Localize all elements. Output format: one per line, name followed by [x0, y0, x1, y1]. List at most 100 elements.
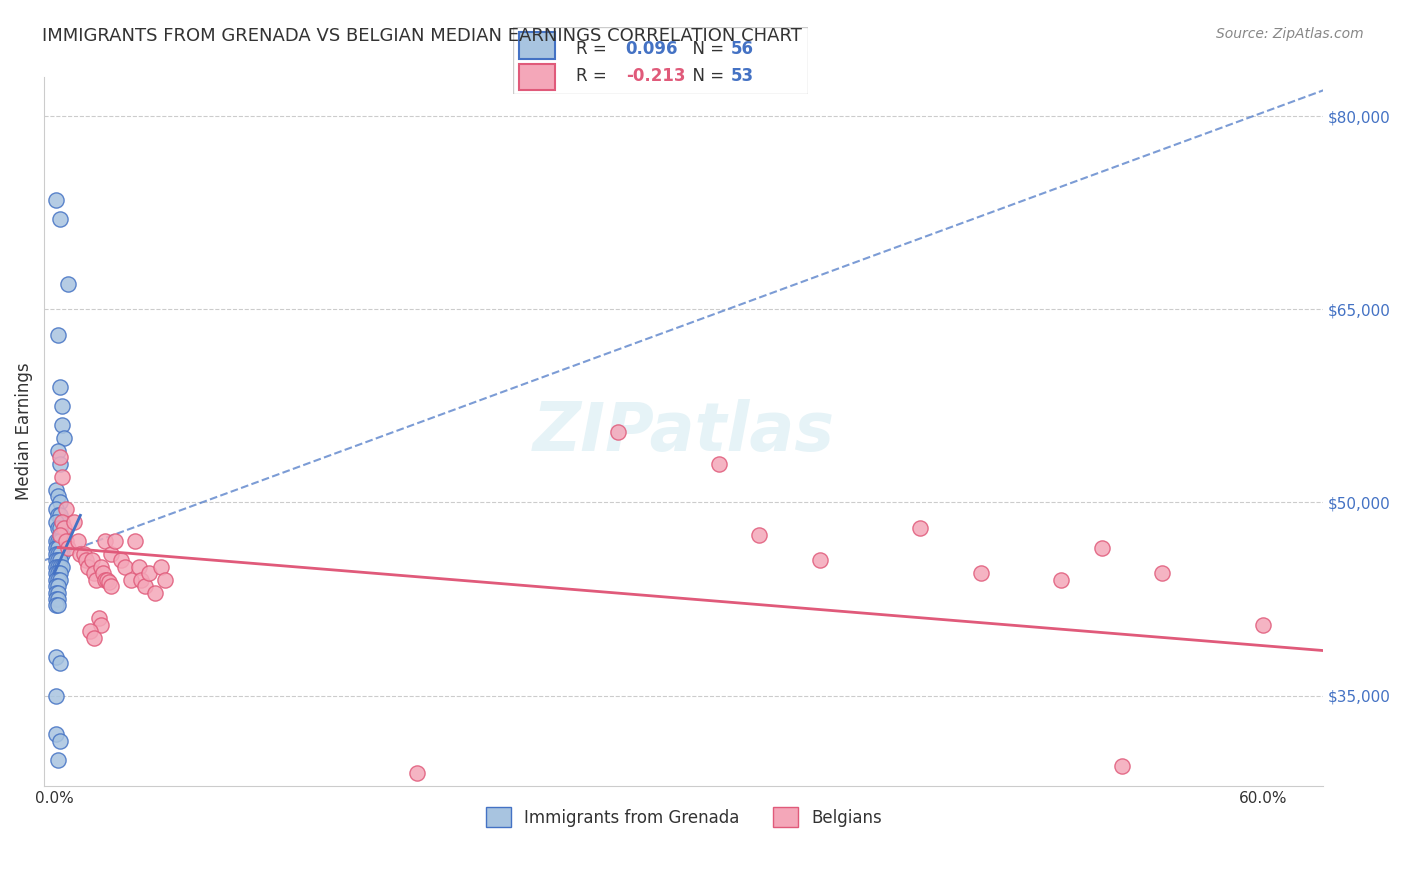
Immigrants from Grenada	[49, 573, 72, 587]
Immigrants from Grenada	[46, 585, 69, 599]
Immigrants from Grenada	[45, 515, 67, 529]
Belgians	[100, 547, 122, 561]
Belgians	[1050, 573, 1073, 587]
Belgians	[55, 534, 77, 549]
Belgians	[748, 527, 770, 541]
Immigrants from Grenada	[51, 547, 73, 561]
Legend: Immigrants from Grenada, Belgians: Immigrants from Grenada, Belgians	[479, 800, 889, 834]
Immigrants from Grenada	[45, 502, 67, 516]
Belgians	[63, 515, 86, 529]
Immigrants from Grenada	[51, 418, 73, 433]
Text: R =: R =	[576, 67, 613, 85]
Immigrants from Grenada	[53, 431, 76, 445]
Belgians	[1111, 759, 1133, 773]
Text: ZIPatlas: ZIPatlas	[533, 399, 835, 465]
Immigrants from Grenada	[49, 534, 72, 549]
Text: N =: N =	[682, 40, 730, 58]
Text: R =: R =	[576, 40, 613, 58]
Belgians	[77, 559, 100, 574]
Belgians	[83, 566, 105, 581]
Belgians	[91, 566, 114, 581]
Immigrants from Grenada	[45, 534, 67, 549]
Immigrants from Grenada	[49, 657, 72, 671]
Immigrants from Grenada	[49, 379, 72, 393]
Text: Source: ZipAtlas.com: Source: ZipAtlas.com	[1216, 27, 1364, 41]
Immigrants from Grenada	[45, 585, 67, 599]
Immigrants from Grenada	[51, 399, 73, 413]
Belgians	[79, 624, 101, 639]
Immigrants from Grenada	[45, 650, 67, 665]
Belgians	[143, 585, 166, 599]
Immigrants from Grenada	[46, 534, 69, 549]
Belgians	[1251, 617, 1274, 632]
Belgians	[96, 573, 118, 587]
Immigrants from Grenada	[46, 553, 69, 567]
Belgians	[970, 566, 993, 581]
Y-axis label: Median Earnings: Median Earnings	[15, 363, 32, 500]
Immigrants from Grenada	[46, 753, 69, 767]
Belgians	[83, 631, 105, 645]
Belgians	[124, 534, 146, 549]
Immigrants from Grenada	[46, 579, 69, 593]
Immigrants from Grenada	[49, 553, 72, 567]
Immigrants from Grenada	[49, 559, 72, 574]
Belgians	[120, 573, 142, 587]
Belgians	[110, 553, 132, 567]
Belgians	[138, 566, 160, 581]
Immigrants from Grenada	[46, 489, 69, 503]
Immigrants from Grenada	[49, 508, 72, 523]
Immigrants from Grenada	[58, 277, 80, 291]
Belgians	[104, 534, 127, 549]
Immigrants from Grenada	[46, 599, 69, 613]
Immigrants from Grenada	[46, 521, 69, 535]
Immigrants from Grenada	[46, 566, 69, 581]
Belgians	[607, 425, 630, 439]
FancyBboxPatch shape	[519, 32, 554, 59]
Belgians	[134, 579, 156, 593]
Immigrants from Grenada	[49, 457, 72, 471]
Immigrants from Grenada	[46, 592, 69, 607]
FancyBboxPatch shape	[519, 63, 554, 90]
Belgians	[51, 469, 73, 483]
Immigrants from Grenada	[46, 444, 69, 458]
Immigrants from Grenada	[45, 541, 67, 555]
Belgians	[100, 579, 122, 593]
Belgians	[1091, 541, 1114, 555]
Belgians	[153, 573, 176, 587]
Immigrants from Grenada	[49, 733, 72, 747]
Belgians	[93, 534, 115, 549]
Immigrants from Grenada	[45, 193, 67, 207]
Text: N =: N =	[682, 67, 730, 85]
Immigrants from Grenada	[46, 559, 69, 574]
Belgians	[55, 502, 77, 516]
Belgians	[129, 573, 152, 587]
Belgians	[69, 547, 91, 561]
Belgians	[1152, 566, 1174, 581]
Belgians	[89, 617, 111, 632]
Immigrants from Grenada	[45, 727, 67, 741]
Belgians	[707, 457, 730, 471]
Text: 53: 53	[731, 67, 754, 85]
Belgians	[97, 575, 120, 590]
Immigrants from Grenada	[51, 559, 73, 574]
Text: 56: 56	[731, 40, 754, 58]
Immigrants from Grenada	[45, 579, 67, 593]
Immigrants from Grenada	[45, 547, 67, 561]
Immigrants from Grenada	[45, 559, 67, 574]
Belgians	[910, 521, 932, 535]
Belgians	[73, 547, 96, 561]
Immigrants from Grenada	[45, 573, 67, 587]
Immigrants from Grenada	[49, 495, 72, 509]
Belgians	[89, 559, 111, 574]
Text: -0.213: -0.213	[626, 67, 685, 85]
Belgians	[67, 534, 90, 549]
Immigrants from Grenada	[46, 573, 69, 587]
Immigrants from Grenada	[49, 212, 72, 227]
Text: IMMIGRANTS FROM GRENADA VS BELGIAN MEDIAN EARNINGS CORRELATION CHART: IMMIGRANTS FROM GRENADA VS BELGIAN MEDIA…	[42, 27, 801, 45]
Immigrants from Grenada	[46, 541, 69, 555]
Immigrants from Grenada	[49, 566, 72, 581]
Immigrants from Grenada	[49, 547, 72, 561]
Immigrants from Grenada	[51, 527, 73, 541]
Belgians	[405, 765, 427, 780]
Immigrants from Grenada	[46, 547, 69, 561]
